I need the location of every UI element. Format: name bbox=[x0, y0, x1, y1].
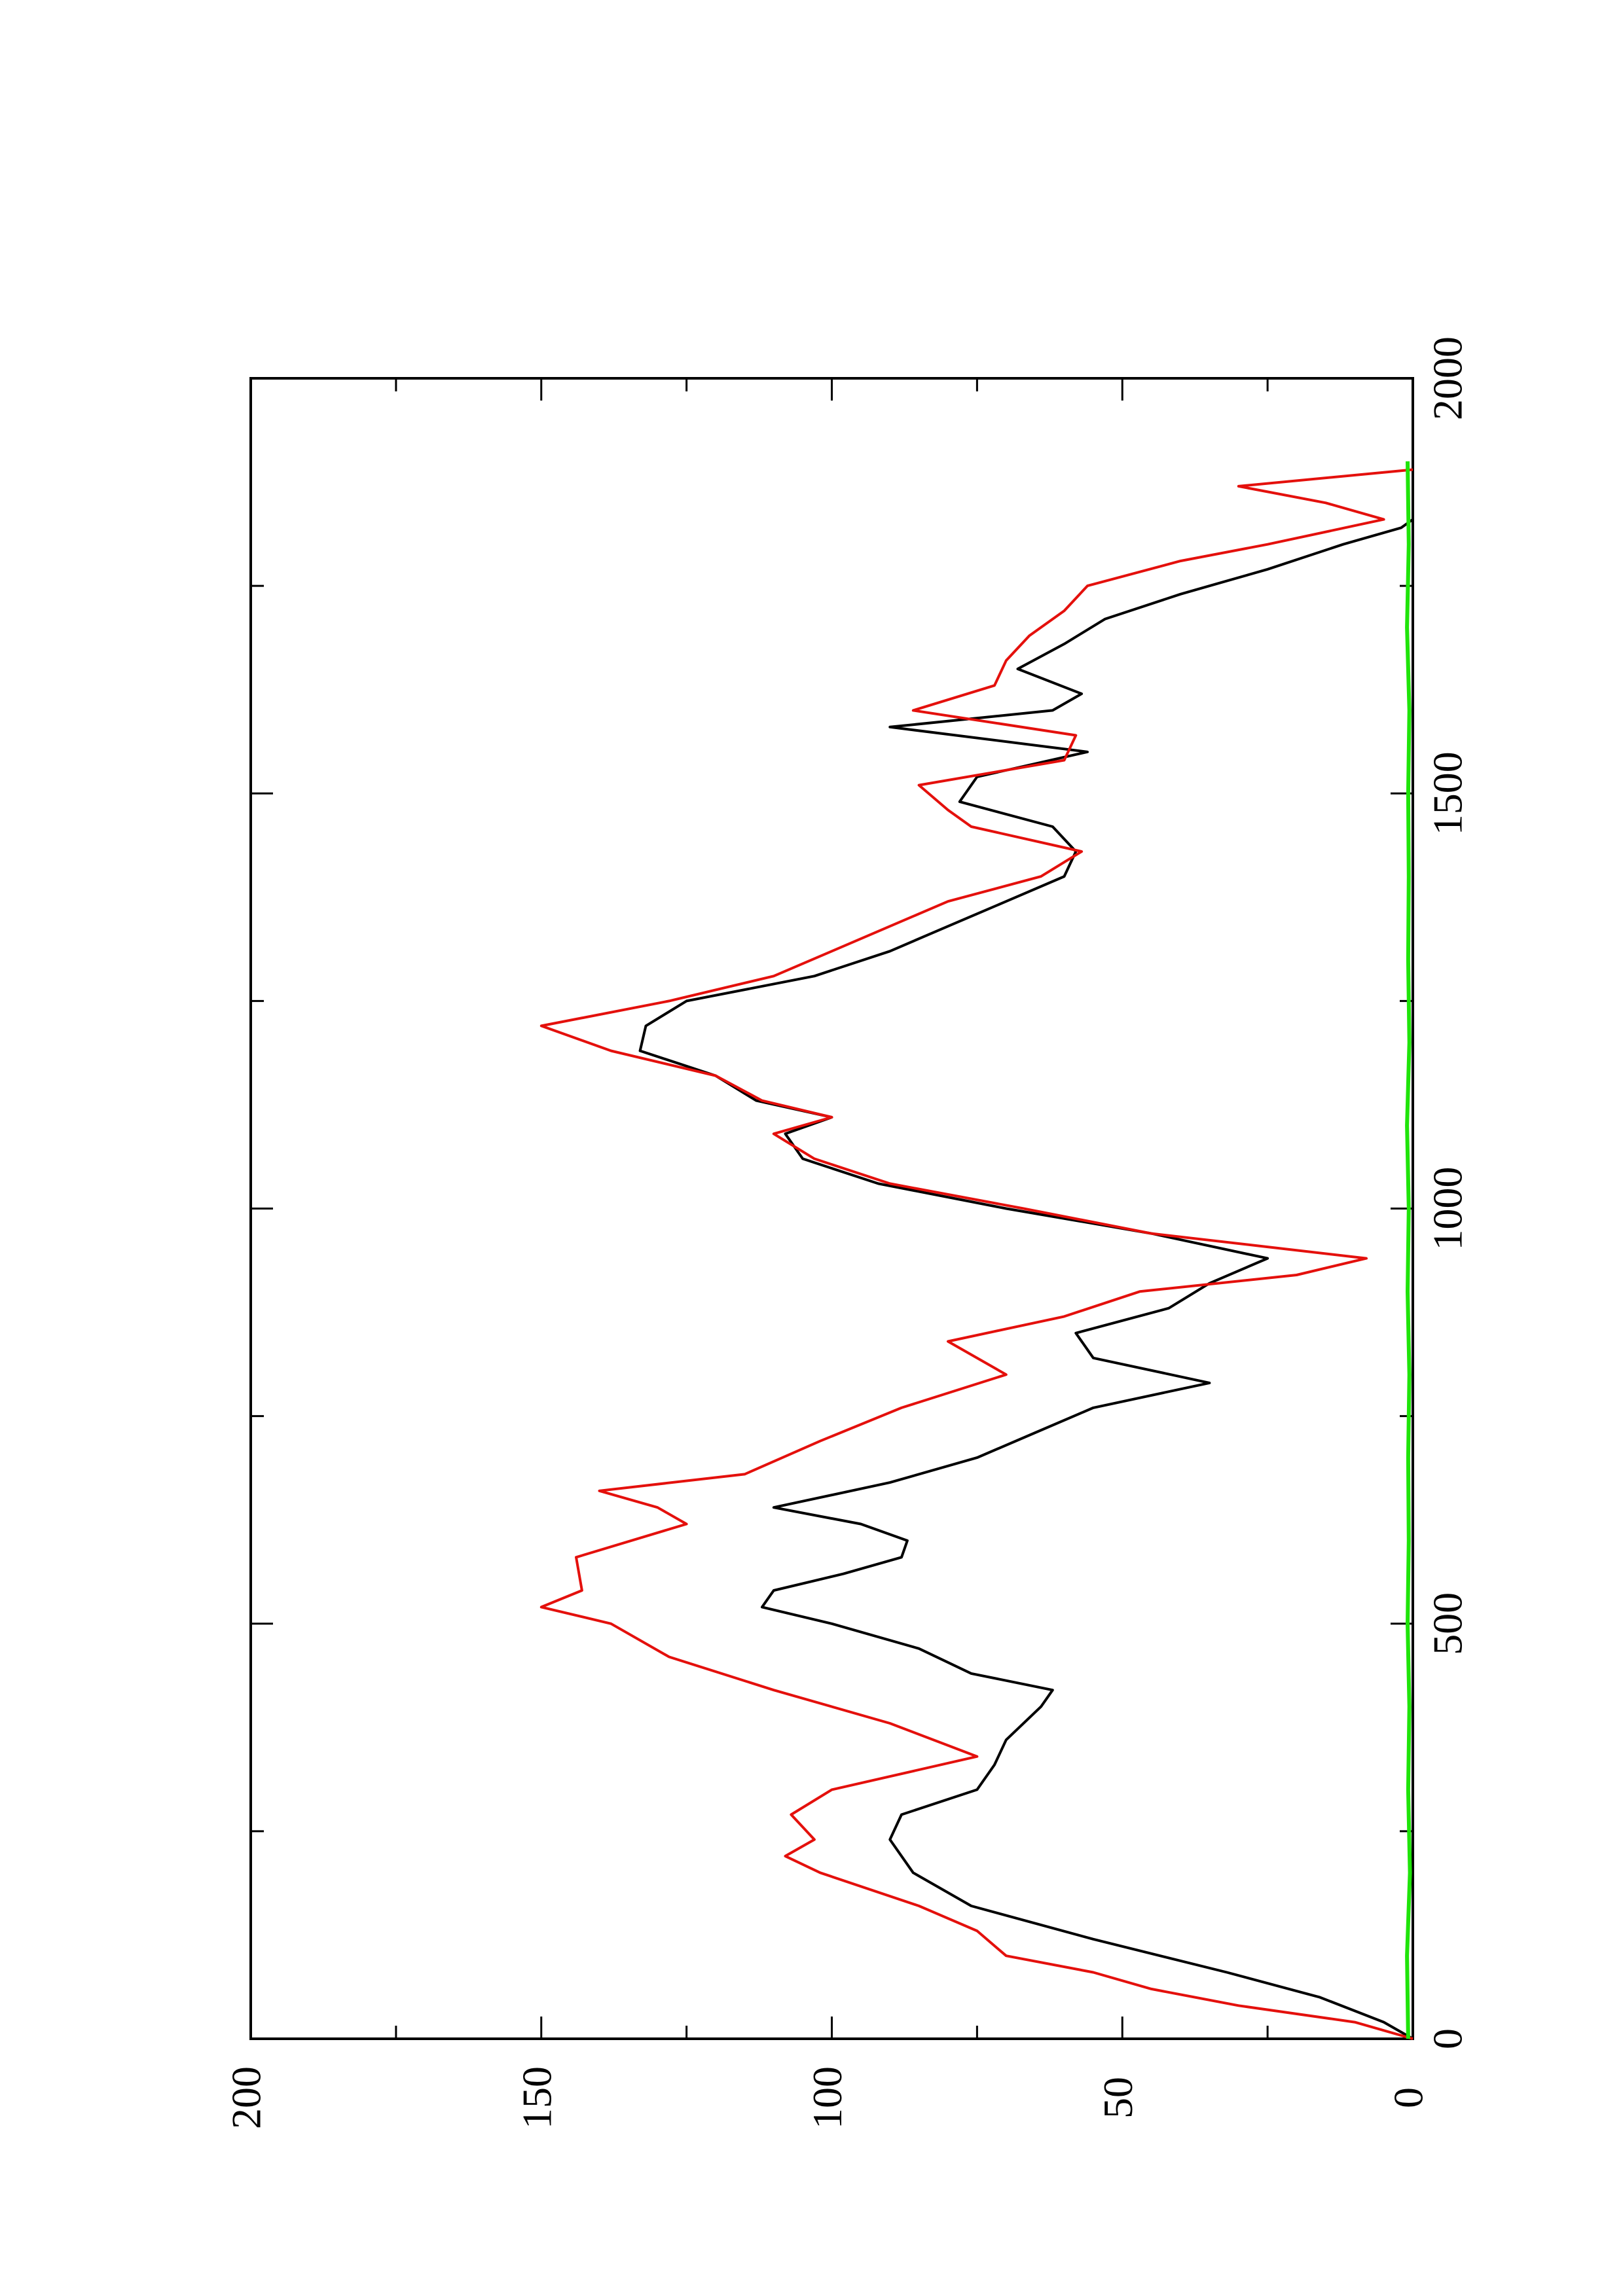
axis-tick-labels: 0 500 1000 1500 2000 0 50 100 150 200 bbox=[223, 336, 1471, 2129]
x-tick-label: 0 bbox=[1425, 2028, 1471, 2049]
series-line-3 bbox=[1405, 461, 1412, 2039]
x-tick-label: 1000 bbox=[1425, 1167, 1471, 1251]
series-line-1 bbox=[638, 518, 1414, 2040]
y-tick-label: 100 bbox=[804, 2066, 850, 2129]
x-tick-label: 500 bbox=[1425, 1592, 1471, 1655]
y-tick-label: 0 bbox=[1385, 2087, 1432, 2108]
series-line-2 bbox=[539, 468, 1413, 2040]
series-group bbox=[539, 461, 1414, 2040]
x-tick-label: 2000 bbox=[1425, 336, 1471, 420]
x-tick-label: 1500 bbox=[1425, 751, 1471, 835]
y-tick-label: 200 bbox=[223, 2066, 270, 2129]
y-tick-label: 50 bbox=[1095, 2077, 1141, 2119]
y-tick-label: 150 bbox=[513, 2066, 560, 2129]
